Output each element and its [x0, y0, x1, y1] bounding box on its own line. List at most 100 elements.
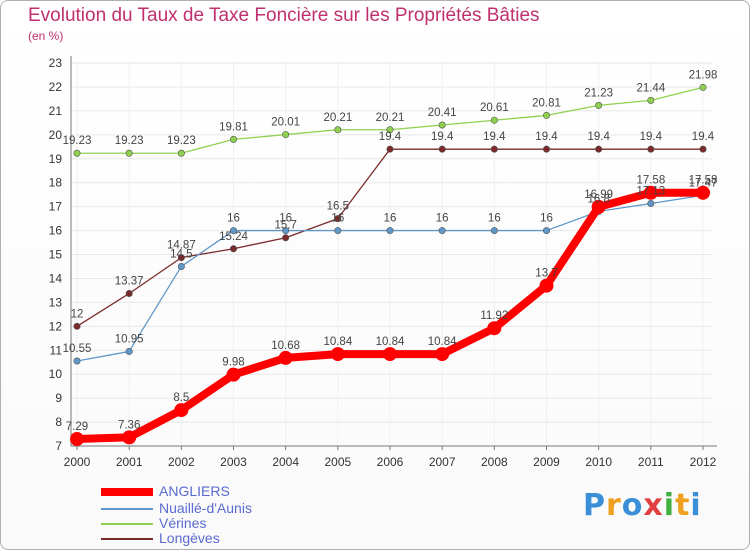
data-point-v-rines — [595, 101, 603, 109]
data-point-angliers — [696, 185, 710, 200]
legend-swatch-angliers — [101, 488, 153, 497]
data-label-nuaill-d-aunis: 17.47 — [689, 177, 718, 189]
legend-item-longeves: Longèves — [101, 530, 220, 546]
data-point-long-ves — [334, 215, 342, 223]
data-label-nuaill-d-aunis: 16 — [488, 213, 501, 225]
data-point-nuaill-d-aunis — [542, 227, 550, 235]
data-label-nuaill-d-aunis: 16 — [279, 213, 292, 225]
data-label-v-rines: 20.01 — [271, 117, 300, 129]
data-label-long-ves: 19.4 — [640, 131, 663, 143]
data-point-angliers — [174, 403, 189, 418]
data-point-nuaill-d-aunis — [334, 227, 342, 235]
data-label-nuaill-d-aunis: 16 — [227, 213, 240, 225]
data-point-long-ves — [177, 254, 185, 262]
data-label-v-rines: 20.61 — [480, 102, 509, 114]
data-point-nuaill-d-aunis — [73, 357, 81, 365]
x-tick-label: 2001 — [116, 455, 143, 469]
legend-swatch-longeves — [101, 538, 153, 541]
data-label-long-ves: 15.24 — [219, 231, 248, 243]
data-label-angliers: 10.68 — [271, 340, 300, 352]
data-point-angliers — [278, 350, 293, 365]
data-point-long-ves — [386, 145, 394, 153]
data-label-nuaill-d-aunis: 16 — [384, 213, 397, 225]
logo-letter: t — [675, 488, 691, 523]
data-point-long-ves — [73, 322, 81, 330]
y-tick-label: 17 — [49, 200, 63, 214]
y-tick-label: 14 — [49, 271, 63, 285]
data-label-long-ves: 19.4 — [379, 131, 402, 143]
y-tick-label: 9 — [55, 391, 62, 405]
y-tick-label: 19 — [49, 152, 63, 166]
logo-letter: o — [621, 488, 644, 523]
data-label-angliers: 8.5 — [173, 392, 189, 404]
data-label-angliers: 17.58 — [689, 175, 718, 187]
y-tick-label: 16 — [49, 224, 63, 238]
x-tick-label: 2004 — [272, 455, 299, 469]
data-point-nuaill-d-aunis — [438, 227, 446, 235]
data-point-v-rines — [177, 149, 185, 157]
data-label-long-ves: 19.4 — [692, 131, 715, 143]
legend-item-verines: Vérines — [101, 515, 206, 531]
y-tick-label: 11 — [50, 343, 63, 357]
data-label-v-rines: 21.44 — [636, 82, 665, 94]
chart-title: Evolution du Taux de Taxe Foncière sur l… — [28, 5, 540, 26]
data-label-nuaill-d-aunis: 14.5 — [170, 248, 192, 260]
data-point-angliers — [383, 347, 397, 362]
y-axis-unit: (en %) — [28, 29, 64, 43]
data-point-v-rines — [699, 83, 707, 91]
x-tick-label: 2003 — [220, 455, 247, 469]
x-tick-label: 2005 — [324, 455, 351, 469]
data-label-long-ves: 19.4 — [483, 131, 506, 143]
data-label-v-rines: 20.41 — [428, 107, 457, 119]
data-point-v-rines — [647, 96, 655, 104]
data-label-long-ves: 15.7 — [274, 220, 296, 232]
data-point-nuaill-d-aunis — [386, 227, 394, 235]
proxiti-logo: Proxiti — [583, 488, 702, 523]
x-tick-label: 2012 — [690, 455, 717, 469]
data-point-long-ves — [438, 145, 446, 153]
y-tick-label: 8 — [55, 415, 62, 429]
data-point-angliers — [643, 185, 658, 200]
y-tick-label: 18 — [49, 176, 63, 190]
data-label-v-rines: 19.81 — [219, 121, 248, 133]
data-point-nuaill-d-aunis — [490, 227, 498, 235]
data-label-v-rines: 21.98 — [689, 69, 718, 81]
data-point-angliers — [539, 278, 554, 293]
x-tick-label: 2000 — [64, 455, 91, 469]
x-tick-label: 2006 — [377, 455, 404, 469]
data-point-long-ves — [490, 145, 498, 153]
data-label-long-ves: 12 — [71, 308, 84, 320]
data-point-long-ves — [282, 234, 290, 242]
x-tick-label: 2007 — [429, 455, 456, 469]
data-point-angliers — [226, 367, 241, 382]
logo-letter: r — [606, 488, 622, 523]
data-label-angliers: 10.84 — [323, 336, 352, 348]
data-point-v-rines — [230, 135, 238, 143]
data-label-angliers: 10.84 — [376, 336, 405, 348]
data-label-v-rines: 19.23 — [167, 135, 196, 147]
data-point-nuaill-d-aunis — [177, 262, 185, 270]
data-label-nuaill-d-aunis: 17.13 — [636, 186, 665, 198]
y-tick-label: 20 — [49, 128, 63, 142]
y-tick-label: 15 — [49, 248, 63, 262]
data-label-nuaill-d-aunis: 10.55 — [63, 343, 92, 355]
data-point-v-rines — [542, 111, 550, 119]
data-label-angliers: 16.99 — [584, 189, 613, 201]
y-tick-label: 7 — [55, 439, 62, 453]
data-label-v-rines: 20.81 — [532, 97, 561, 109]
data-label-long-ves: 19.4 — [431, 131, 454, 143]
data-point-v-rines — [386, 126, 394, 134]
y-tick-label: 23 — [49, 56, 63, 70]
data-label-nuaill-d-aunis: 16.8 — [587, 193, 609, 205]
data-point-angliers — [122, 430, 137, 445]
data-point-angliers — [591, 199, 606, 214]
logo-letter: x — [643, 488, 664, 523]
data-point-nuaill-d-aunis — [230, 227, 238, 235]
y-tick-label: 10 — [49, 367, 63, 381]
data-label-angliers: 17.58 — [636, 175, 665, 187]
data-label-angliers: 7.29 — [66, 421, 88, 433]
data-point-long-ves — [230, 245, 238, 253]
data-label-v-rines: 19.23 — [115, 135, 144, 147]
x-tick-label: 2011 — [638, 455, 664, 469]
